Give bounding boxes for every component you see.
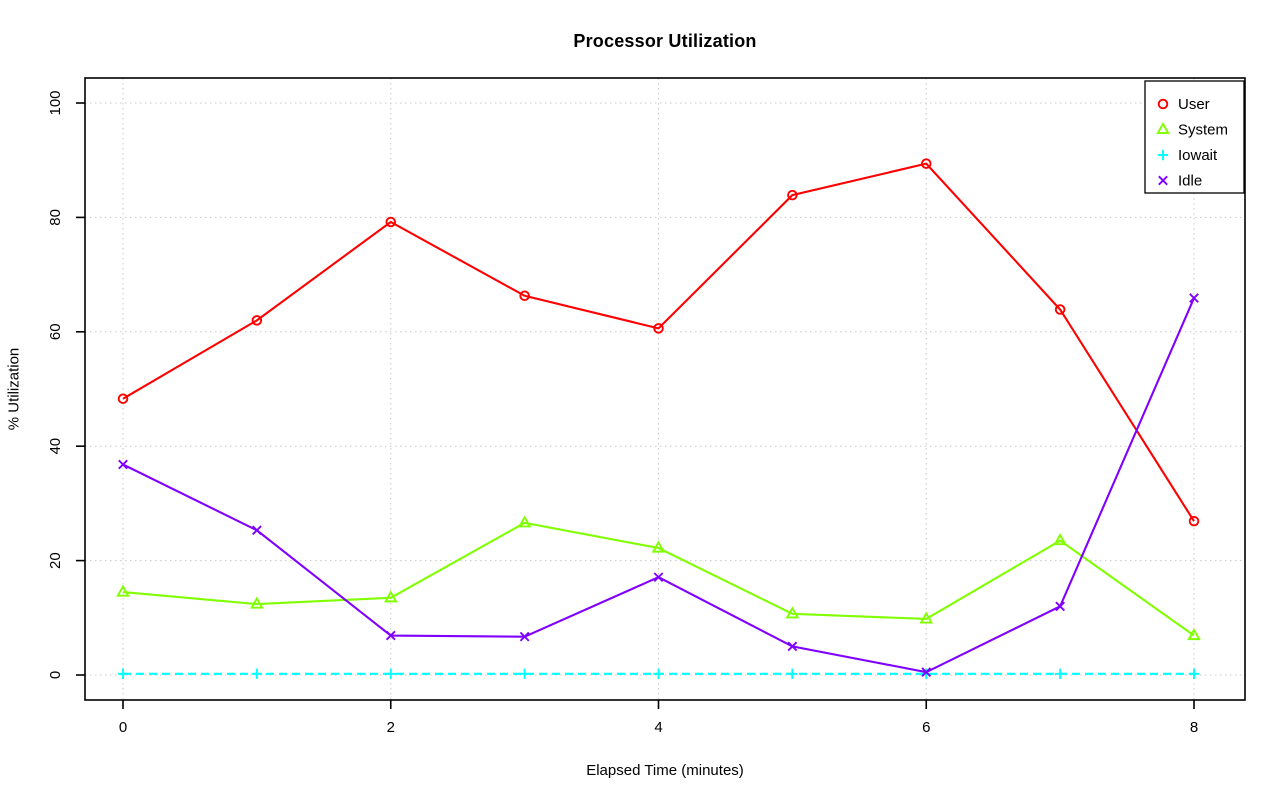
marker-user-x5 bbox=[787, 189, 798, 201]
x-tick-label: 0 bbox=[119, 719, 127, 736]
chart-title: Processor Utilization bbox=[573, 31, 757, 51]
marker-idle-x5 bbox=[787, 641, 798, 652]
series-line-user bbox=[122, 162, 1195, 522]
marker-iowait-x6 bbox=[921, 668, 932, 680]
x-tick-label: 2 bbox=[387, 719, 395, 736]
marker-system-x4 bbox=[651, 540, 666, 553]
x-axis-title: Elapsed Time (minutes) bbox=[586, 762, 744, 779]
marker-iowait-x7 bbox=[1054, 668, 1066, 680]
legend-label-idle: Idle bbox=[1178, 173, 1202, 190]
marker-iowait-x5 bbox=[787, 668, 798, 680]
marker-iowait-x8 bbox=[1188, 668, 1200, 680]
marker-system-x6 bbox=[919, 611, 934, 624]
y-tick-label: 60 bbox=[47, 323, 64, 340]
marker-system-x7 bbox=[1053, 533, 1067, 546]
marker-iowait-x3 bbox=[519, 668, 530, 680]
marker-user-x3 bbox=[519, 290, 530, 302]
y-tick-label: 100 bbox=[47, 90, 64, 115]
series-system bbox=[116, 515, 1201, 641]
marker-user-x6 bbox=[921, 158, 932, 169]
marker-system-x0 bbox=[116, 584, 130, 597]
marker-idle-x8 bbox=[1189, 293, 1199, 303]
marker-idle-x7 bbox=[1055, 601, 1065, 612]
legend-marker-idle bbox=[1158, 175, 1168, 186]
series-user bbox=[117, 158, 1200, 527]
marker-iowait-x4 bbox=[653, 668, 664, 680]
series-iowait bbox=[117, 668, 1200, 680]
legend-label-system: System bbox=[1178, 122, 1228, 139]
x-tick-label: 4 bbox=[654, 719, 662, 736]
marker-user-x4 bbox=[653, 323, 664, 334]
marker-system-x1 bbox=[250, 596, 264, 609]
marker-user-x7 bbox=[1054, 304, 1066, 315]
series-line-system bbox=[122, 521, 1195, 637]
legend-marker-iowait bbox=[1157, 149, 1169, 161]
y-tick-label: 20 bbox=[47, 552, 64, 569]
marker-idle-x0 bbox=[118, 459, 128, 470]
marker-system-x2 bbox=[383, 590, 398, 603]
marker-iowait-x0 bbox=[117, 668, 129, 680]
marker-user-x1 bbox=[251, 315, 263, 326]
marker-user-x0 bbox=[117, 393, 129, 404]
marker-idle-x2 bbox=[385, 630, 396, 641]
marker-user-x2 bbox=[385, 216, 397, 228]
legend-label-iowait: Iowait bbox=[1178, 147, 1218, 164]
marker-idle-x3 bbox=[519, 631, 530, 642]
x-tick-label: 8 bbox=[1190, 719, 1198, 736]
marker-idle-x6 bbox=[921, 667, 932, 678]
x-tick-label: 6 bbox=[922, 719, 930, 736]
legend-marker-user bbox=[1157, 98, 1169, 110]
y-tick-label: 40 bbox=[47, 438, 64, 455]
marker-idle-x1 bbox=[252, 525, 262, 536]
legend: User System Iowait Idle bbox=[1144, 80, 1245, 194]
marker-system-x5 bbox=[785, 606, 800, 619]
marker-iowait-x2 bbox=[385, 668, 396, 680]
legend-label-user: User bbox=[1178, 96, 1210, 113]
marker-idle-x4 bbox=[653, 572, 664, 583]
legend-marker-system bbox=[1156, 121, 1170, 135]
series-idle bbox=[118, 293, 1199, 678]
marker-user-x8 bbox=[1188, 515, 1200, 527]
plot-box bbox=[84, 77, 1246, 701]
y-tick-label: 80 bbox=[47, 209, 64, 226]
marker-iowait-x1 bbox=[251, 668, 263, 680]
marker-system-x3 bbox=[517, 515, 532, 528]
marker-system-x8 bbox=[1187, 628, 1201, 641]
y-tick-label: 0 bbox=[47, 671, 64, 679]
